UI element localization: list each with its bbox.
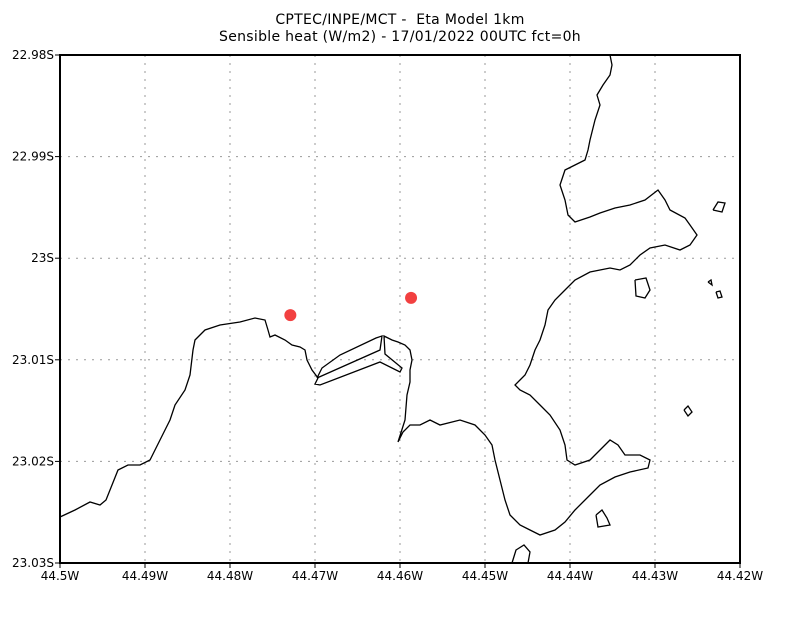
y-tick-label: 23S (31, 251, 54, 265)
x-tick-label: 44.42W (717, 569, 763, 583)
x-tick-label: 44.46W (377, 569, 423, 583)
data-point (405, 291, 418, 304)
coastline (316, 335, 383, 379)
coastline (634, 277, 651, 299)
y-tick-label: 22.99S (12, 150, 54, 164)
coastline (712, 201, 726, 213)
y-tick-label: 23.03S (12, 556, 54, 570)
data-point (284, 309, 297, 322)
coastline (683, 404, 693, 418)
title-line-1: CPTEC/INPE/MCT - Eta Model 1km (275, 12, 525, 28)
y-tick-label: 23.01S (12, 353, 54, 367)
x-tick-label: 44.5W (41, 569, 80, 583)
coastline (707, 278, 713, 287)
x-tick-label: 44.48W (207, 569, 253, 583)
x-tick-label: 44.49W (122, 569, 168, 583)
x-tick-label: 44.47W (292, 569, 338, 583)
coastline (511, 544, 531, 564)
coastline (595, 509, 611, 528)
plot-frame (59, 54, 741, 564)
title-line-2: Sensible heat (W/m2) - 17/01/2022 00UTC … (219, 29, 581, 45)
coastline (715, 290, 723, 299)
x-tick-label: 44.45W (462, 569, 508, 583)
x-tick-label: 44.44W (547, 569, 593, 583)
coastline (59, 54, 698, 536)
x-tick-label: 44.43W (632, 569, 678, 583)
y-tick-label: 23.02S (12, 454, 54, 468)
y-tick-label: 22.98S (12, 48, 54, 62)
